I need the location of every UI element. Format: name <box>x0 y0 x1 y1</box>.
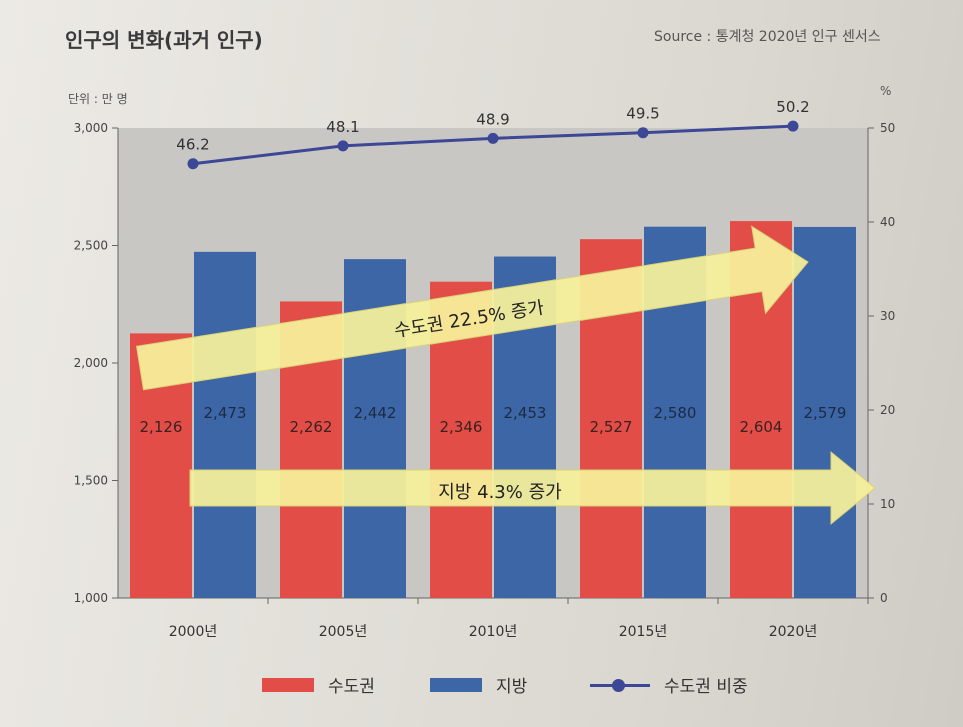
share-label: 48.1 <box>326 118 359 136</box>
legend-swatch-capital <box>262 677 314 692</box>
share-label: 46.2 <box>176 136 209 154</box>
value-label-regional: 2,473 <box>204 404 247 422</box>
right-tick-label: 0 <box>880 591 888 605</box>
x-tick-label: 2010년 <box>469 624 518 640</box>
left-axis-unit: 단위 : 만 명 <box>68 92 128 106</box>
value-label-capital: 2,604 <box>740 418 783 436</box>
bar-regional <box>794 226 856 598</box>
legend-label-share: 수도권 비중 <box>664 677 748 697</box>
value-label-capital: 2,527 <box>590 418 633 436</box>
legend-line-share <box>590 678 650 692</box>
value-label-regional: 2,453 <box>504 404 547 422</box>
share-label: 50.2 <box>776 98 809 116</box>
value-label-capital: 2,126 <box>140 418 183 436</box>
left-tick-label: 2,000 <box>74 356 108 370</box>
share-point <box>337 140 349 152</box>
legend: 수도권 지방 수도권 비중 <box>0 672 963 702</box>
legend-swatch-regional <box>430 677 482 692</box>
annotation-regional-growth: 지방 4.3% 증가 <box>438 482 561 503</box>
legend-label-capital: 수도권 <box>328 677 375 697</box>
share-point <box>637 127 649 139</box>
left-tick-label: 2,500 <box>74 239 108 253</box>
value-label-regional: 2,579 <box>804 404 847 422</box>
value-label-capital: 2,262 <box>290 418 333 436</box>
value-label-regional: 2,580 <box>654 404 697 422</box>
left-tick-label: 1,500 <box>74 474 108 488</box>
legend-item-capital: 수도권 <box>262 672 375 697</box>
arrow-capital-growth <box>135 225 809 391</box>
share-point <box>487 132 499 144</box>
right-tick-label: 30 <box>880 309 895 323</box>
share-point <box>787 120 799 132</box>
bar-regional <box>194 251 256 598</box>
arrow-regional-growth <box>189 450 876 526</box>
share-label: 48.9 <box>476 110 509 128</box>
right-tick-label: 20 <box>880 403 895 417</box>
chart-title: 인구의 변화(과거 인구) <box>65 28 263 52</box>
right-tick-label: 50 <box>880 121 895 135</box>
left-tick-label: 3,000 <box>74 121 108 135</box>
right-tick-label: 40 <box>880 215 895 229</box>
legend-label-regional: 지방 <box>496 677 528 697</box>
x-tick-label: 2005년 <box>319 624 368 640</box>
left-tick-label: 1,000 <box>74 591 108 605</box>
right-axis-unit: % <box>880 84 892 98</box>
value-label-regional: 2,442 <box>354 404 397 422</box>
x-tick-label: 2015년 <box>619 624 668 640</box>
source-note: Source : 통계청 2020년 인구 센서스 <box>654 29 881 45</box>
share-point <box>187 158 199 170</box>
share-label: 49.5 <box>626 105 659 123</box>
value-label-capital: 2,346 <box>440 418 483 436</box>
x-tick-label: 2020년 <box>769 624 818 640</box>
legend-item-regional: 지방 <box>430 672 527 697</box>
right-tick-label: 10 <box>880 497 895 511</box>
legend-item-share: 수도권 비중 <box>590 672 748 697</box>
x-tick-label: 2000년 <box>169 624 218 640</box>
